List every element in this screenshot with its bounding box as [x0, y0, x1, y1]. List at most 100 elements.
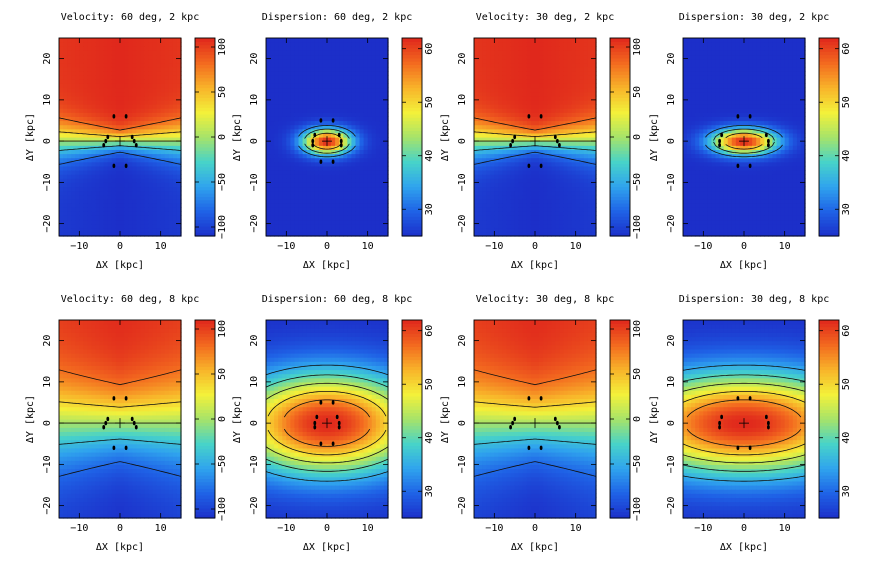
heatmap-cell — [530, 112, 536, 117]
heatmap-cell — [339, 145, 344, 150]
heatmap-cell — [99, 157, 105, 163]
heatmap-cell — [571, 137, 577, 142]
y-tick-label: 10 — [42, 94, 53, 106]
heatmap-cell — [699, 211, 704, 216]
heatmap-cell — [543, 194, 548, 200]
heatmap-cell — [111, 104, 117, 109]
colorbar-tick-label: −100 — [217, 215, 228, 239]
heatmap-cell — [67, 58, 72, 64]
heatmap-cell — [322, 194, 328, 200]
heatmap-cell — [375, 58, 381, 64]
heatmap-cell — [290, 186, 296, 192]
heatmap-cell — [343, 108, 348, 113]
heatmap-cell — [551, 87, 556, 93]
heatmap-cell — [59, 223, 64, 229]
heatmap-cell — [164, 58, 170, 64]
heatmap-cell — [99, 198, 105, 204]
colorbar-segment — [402, 127, 422, 131]
heatmap-cell — [156, 170, 162, 175]
heatmap-cell — [571, 215, 577, 221]
heatmap-cell — [124, 71, 129, 76]
heatmap-cell — [691, 95, 696, 101]
heatmap-cell — [363, 58, 369, 64]
heatmap-cell — [563, 219, 569, 225]
heatmap-cell — [371, 141, 377, 146]
heatmap-cell — [359, 120, 365, 126]
heatmap-cell — [132, 42, 137, 47]
heatmap-cell — [59, 75, 64, 80]
heatmap-cell — [367, 50, 373, 56]
heatmap-cell — [510, 141, 516, 146]
heatmap-cell — [683, 161, 688, 167]
heatmap-cell — [115, 46, 121, 51]
heatmap-cell — [87, 211, 93, 216]
heatmap-cell — [575, 203, 581, 208]
heatmap-cell — [559, 104, 565, 109]
heatmap-cell — [322, 219, 328, 225]
contour-line — [312, 132, 342, 139]
heatmap-cell — [286, 145, 291, 150]
heatmap-cell — [563, 87, 569, 93]
heatmap-cell — [282, 178, 287, 183]
heatmap-cell — [318, 231, 324, 237]
heatmap-cell — [274, 91, 279, 97]
heatmap-cell — [115, 66, 121, 72]
heatmap-cell — [63, 157, 68, 163]
heatmap-cell — [522, 137, 528, 142]
heatmap-cell — [302, 153, 308, 159]
heatmap-cell — [482, 231, 487, 237]
heatmap-cell — [306, 108, 312, 113]
heatmap-cell — [478, 79, 483, 84]
heatmap-cell — [140, 227, 145, 233]
heatmap-cell — [71, 174, 76, 179]
heatmap-cell — [83, 211, 89, 216]
heatmap-cell — [298, 170, 304, 175]
heatmap-cell — [103, 161, 109, 167]
heatmap-cell — [687, 87, 692, 93]
heatmap-cell — [539, 95, 544, 101]
heatmap-cell — [322, 79, 328, 84]
heatmap-cell — [351, 58, 357, 64]
heatmap-cell — [144, 215, 150, 221]
heatmap-cell — [559, 203, 565, 208]
heatmap-cell — [172, 91, 178, 97]
heatmap-cell — [302, 66, 308, 72]
heatmap-cell — [164, 227, 170, 233]
heatmap-cell — [160, 120, 166, 126]
colorbar-segment — [402, 232, 422, 237]
heatmap-cell — [176, 211, 182, 216]
heatmap-cell — [486, 50, 491, 56]
heatmap-cell — [95, 120, 101, 126]
heatmap-cell — [514, 141, 520, 146]
heatmap-cell — [95, 203, 101, 208]
heatmap-cell — [474, 178, 479, 183]
heatmap-cell — [707, 186, 713, 192]
heatmap-cell — [494, 108, 499, 113]
heatmap-cell — [563, 231, 569, 237]
heatmap-cell — [136, 141, 141, 146]
heatmap-cell — [302, 194, 308, 200]
heatmap-cell — [359, 137, 365, 142]
heatmap-cell — [490, 190, 495, 196]
heatmap-cell — [478, 178, 483, 183]
heatmap-cell — [310, 132, 316, 138]
colorbar-segment — [195, 140, 215, 145]
bar-marker — [313, 132, 317, 138]
heatmap-cell — [587, 141, 593, 146]
heatmap-cell — [136, 95, 141, 101]
colorbar-segment — [195, 104, 215, 108]
heatmap-cell — [128, 66, 133, 72]
heatmap-cell — [132, 211, 137, 216]
heatmap-cell — [575, 79, 581, 84]
heatmap-cell — [310, 54, 316, 60]
heatmap-cell — [322, 50, 328, 56]
bar-marker — [539, 163, 543, 169]
heatmap-cell — [148, 54, 154, 60]
heatmap-cell — [91, 178, 97, 183]
heatmap-cell — [587, 186, 593, 192]
heatmap-cell — [327, 50, 332, 56]
heatmap-cell — [355, 99, 361, 105]
heatmap-cell — [551, 50, 556, 56]
heatmap-cell — [379, 38, 385, 43]
heatmap-cell — [526, 62, 532, 68]
